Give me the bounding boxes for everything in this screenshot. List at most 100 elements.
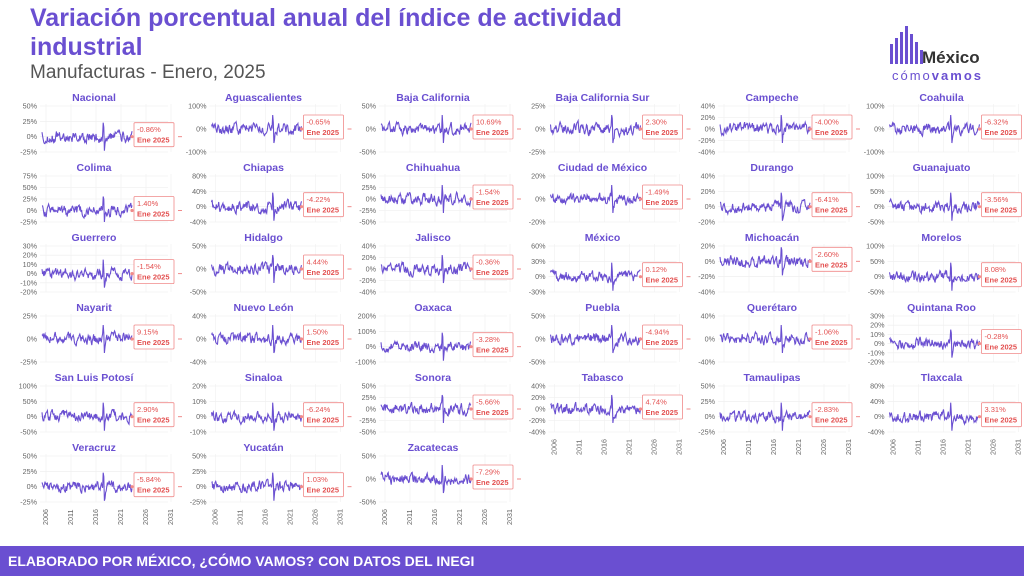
x-tick-label: 2016 — [769, 439, 778, 455]
y-tick-label: 25% — [23, 195, 38, 204]
y-tick-label: 0% — [535, 272, 546, 281]
footer-credit: ELABORADO POR MÉXICO, ¿CÓMO VAMOS? CON D… — [0, 546, 1024, 576]
y-tick-label: 40% — [701, 102, 716, 111]
latest-value-label: 4.44% — [307, 258, 329, 267]
panel-title: Quintana Roo — [907, 302, 976, 314]
latest-value-label: -0.36% — [476, 258, 500, 267]
latest-value-label: -6.41% — [815, 195, 839, 204]
panel-title: Tamaulipas — [744, 372, 801, 384]
latest-point — [299, 127, 304, 131]
latest-date-label: Ene 2025 — [815, 416, 848, 425]
x-tick-label: 2016 — [430, 509, 439, 525]
latest-date-label: Ene 2025 — [476, 128, 509, 137]
latest-point — [469, 345, 473, 349]
panel-title: Ciudad de México — [558, 162, 647, 174]
y-tick-label: 100% — [866, 172, 885, 181]
panel-28: Tabasco 40% 20% 0% -20% -40% 4.74%Ene 2025 2006… — [529, 372, 691, 455]
y-tick-label: -20% — [868, 358, 885, 367]
y-tick-label: 75% — [23, 172, 38, 181]
panel-29: Tamaulipas 50% 25% 0% -25% -2.83% Ene 2025 2006… — [698, 372, 860, 455]
latest-value-label: 2.90% — [137, 405, 159, 414]
x-tick-label: 2021 — [455, 509, 464, 525]
y-tick-label: 40% — [701, 312, 716, 321]
latest-value-label: 1.03% — [307, 475, 329, 484]
panel-6: Coahuila 100% 0% -100% -6.32%Ene 2025 — [864, 92, 1022, 157]
series-line — [888, 192, 981, 221]
x-tick-label: 2031 — [675, 439, 684, 455]
panel-title: Campeche — [745, 92, 798, 104]
latest-value-label: -5.66% — [476, 398, 500, 407]
y-tick-label: 0% — [705, 125, 716, 134]
x-tick-label: 2006 — [41, 509, 50, 525]
latest-point — [977, 275, 982, 279]
y-tick-label: -40% — [529, 428, 546, 437]
x-tick-label: 2006 — [550, 439, 559, 455]
y-tick-label: 0% — [366, 475, 377, 484]
y-tick-label: 0% — [27, 335, 38, 344]
latest-date-label: Ene 2025 — [307, 416, 340, 425]
y-tick-label: -40% — [190, 218, 207, 227]
panel-4: Baja California Sur 25% 0% -25% 2.30%Ene 202… — [529, 92, 691, 157]
y-tick-label: 50% — [362, 382, 377, 391]
y-tick-label: 0% — [535, 335, 546, 344]
latest-point — [299, 415, 304, 419]
latest-label-box — [472, 332, 514, 358]
panel-32: Yucatán 50% 25% 0% -25% 1.03% Ene 2025 2006 2011… — [190, 442, 352, 525]
latest-value-label: -7.29% — [476, 468, 500, 477]
y-tick-label: -10% — [868, 348, 885, 357]
y-tick-label: 10% — [23, 260, 38, 269]
y-tick-label: 0% — [366, 195, 377, 204]
y-tick-label: 0% — [874, 202, 885, 211]
y-tick-label: -25% — [359, 416, 376, 425]
page-subtitle: Manufacturas - Enero, 2025 — [30, 62, 266, 83]
latest-point — [469, 477, 473, 481]
x-tick-label: 2011 — [405, 510, 414, 525]
x-tick-label: 2006 — [211, 509, 220, 525]
latest-label-box — [133, 324, 175, 350]
latest-date-label: Ene 2025 — [137, 210, 170, 219]
series-line — [889, 329, 981, 358]
y-tick-label: 25% — [23, 312, 38, 321]
latest-point — [130, 415, 134, 419]
y-tick-label: 25% — [192, 467, 207, 476]
panel-10: Ciudad de México 20% 0% -20% -1.49%Ene 2025 — [529, 162, 691, 227]
latest-label-box — [303, 472, 344, 498]
series-line — [380, 254, 472, 284]
y-tick-label: 40% — [870, 397, 885, 406]
latest-value-label: -6.24% — [307, 405, 331, 414]
panel-24: Quintana Roo 30%20%10%0%-10%-20% -0.28% Ene… — [868, 302, 1022, 367]
panel-title: Nuevo León — [233, 302, 293, 314]
y-tick-label: -25% — [20, 358, 37, 367]
panel-title: Sonora — [415, 372, 451, 384]
y-tick-label: 100% — [866, 242, 885, 251]
y-tick-label: -50% — [359, 428, 376, 437]
y-tick-label: -100% — [186, 148, 207, 157]
latest-point — [299, 337, 304, 341]
x-tick-label: 2026 — [141, 509, 150, 525]
y-tick-label: -40% — [698, 358, 715, 367]
x-tick-label: 2021 — [625, 439, 634, 455]
latest-point — [638, 275, 643, 279]
y-tick-label: 20% — [362, 253, 377, 262]
latest-value-label: 1.50% — [307, 328, 329, 337]
y-tick-label: 80% — [870, 382, 885, 391]
series-line — [380, 464, 472, 494]
series-line — [380, 114, 472, 144]
latest-value-label: -4.22% — [307, 195, 331, 204]
x-tick-label: 2026 — [989, 439, 998, 455]
y-tick-label: 40% — [192, 187, 207, 196]
latest-label-box — [811, 402, 853, 428]
y-tick-label: 25% — [362, 393, 377, 402]
latest-point — [130, 208, 134, 213]
panel-title: Jalisco — [415, 232, 451, 244]
series-line — [210, 192, 303, 221]
y-tick-label: 50% — [870, 257, 885, 266]
latest-label-box — [642, 324, 683, 350]
latest-label-box — [811, 324, 853, 350]
latest-label-box — [811, 246, 853, 272]
y-tick-label: -50% — [359, 498, 376, 507]
y-tick-label: -50% — [868, 218, 885, 227]
panel-title: San Luis Potosí — [55, 372, 135, 384]
y-tick-label: -50% — [359, 148, 376, 157]
series-line — [550, 394, 642, 424]
